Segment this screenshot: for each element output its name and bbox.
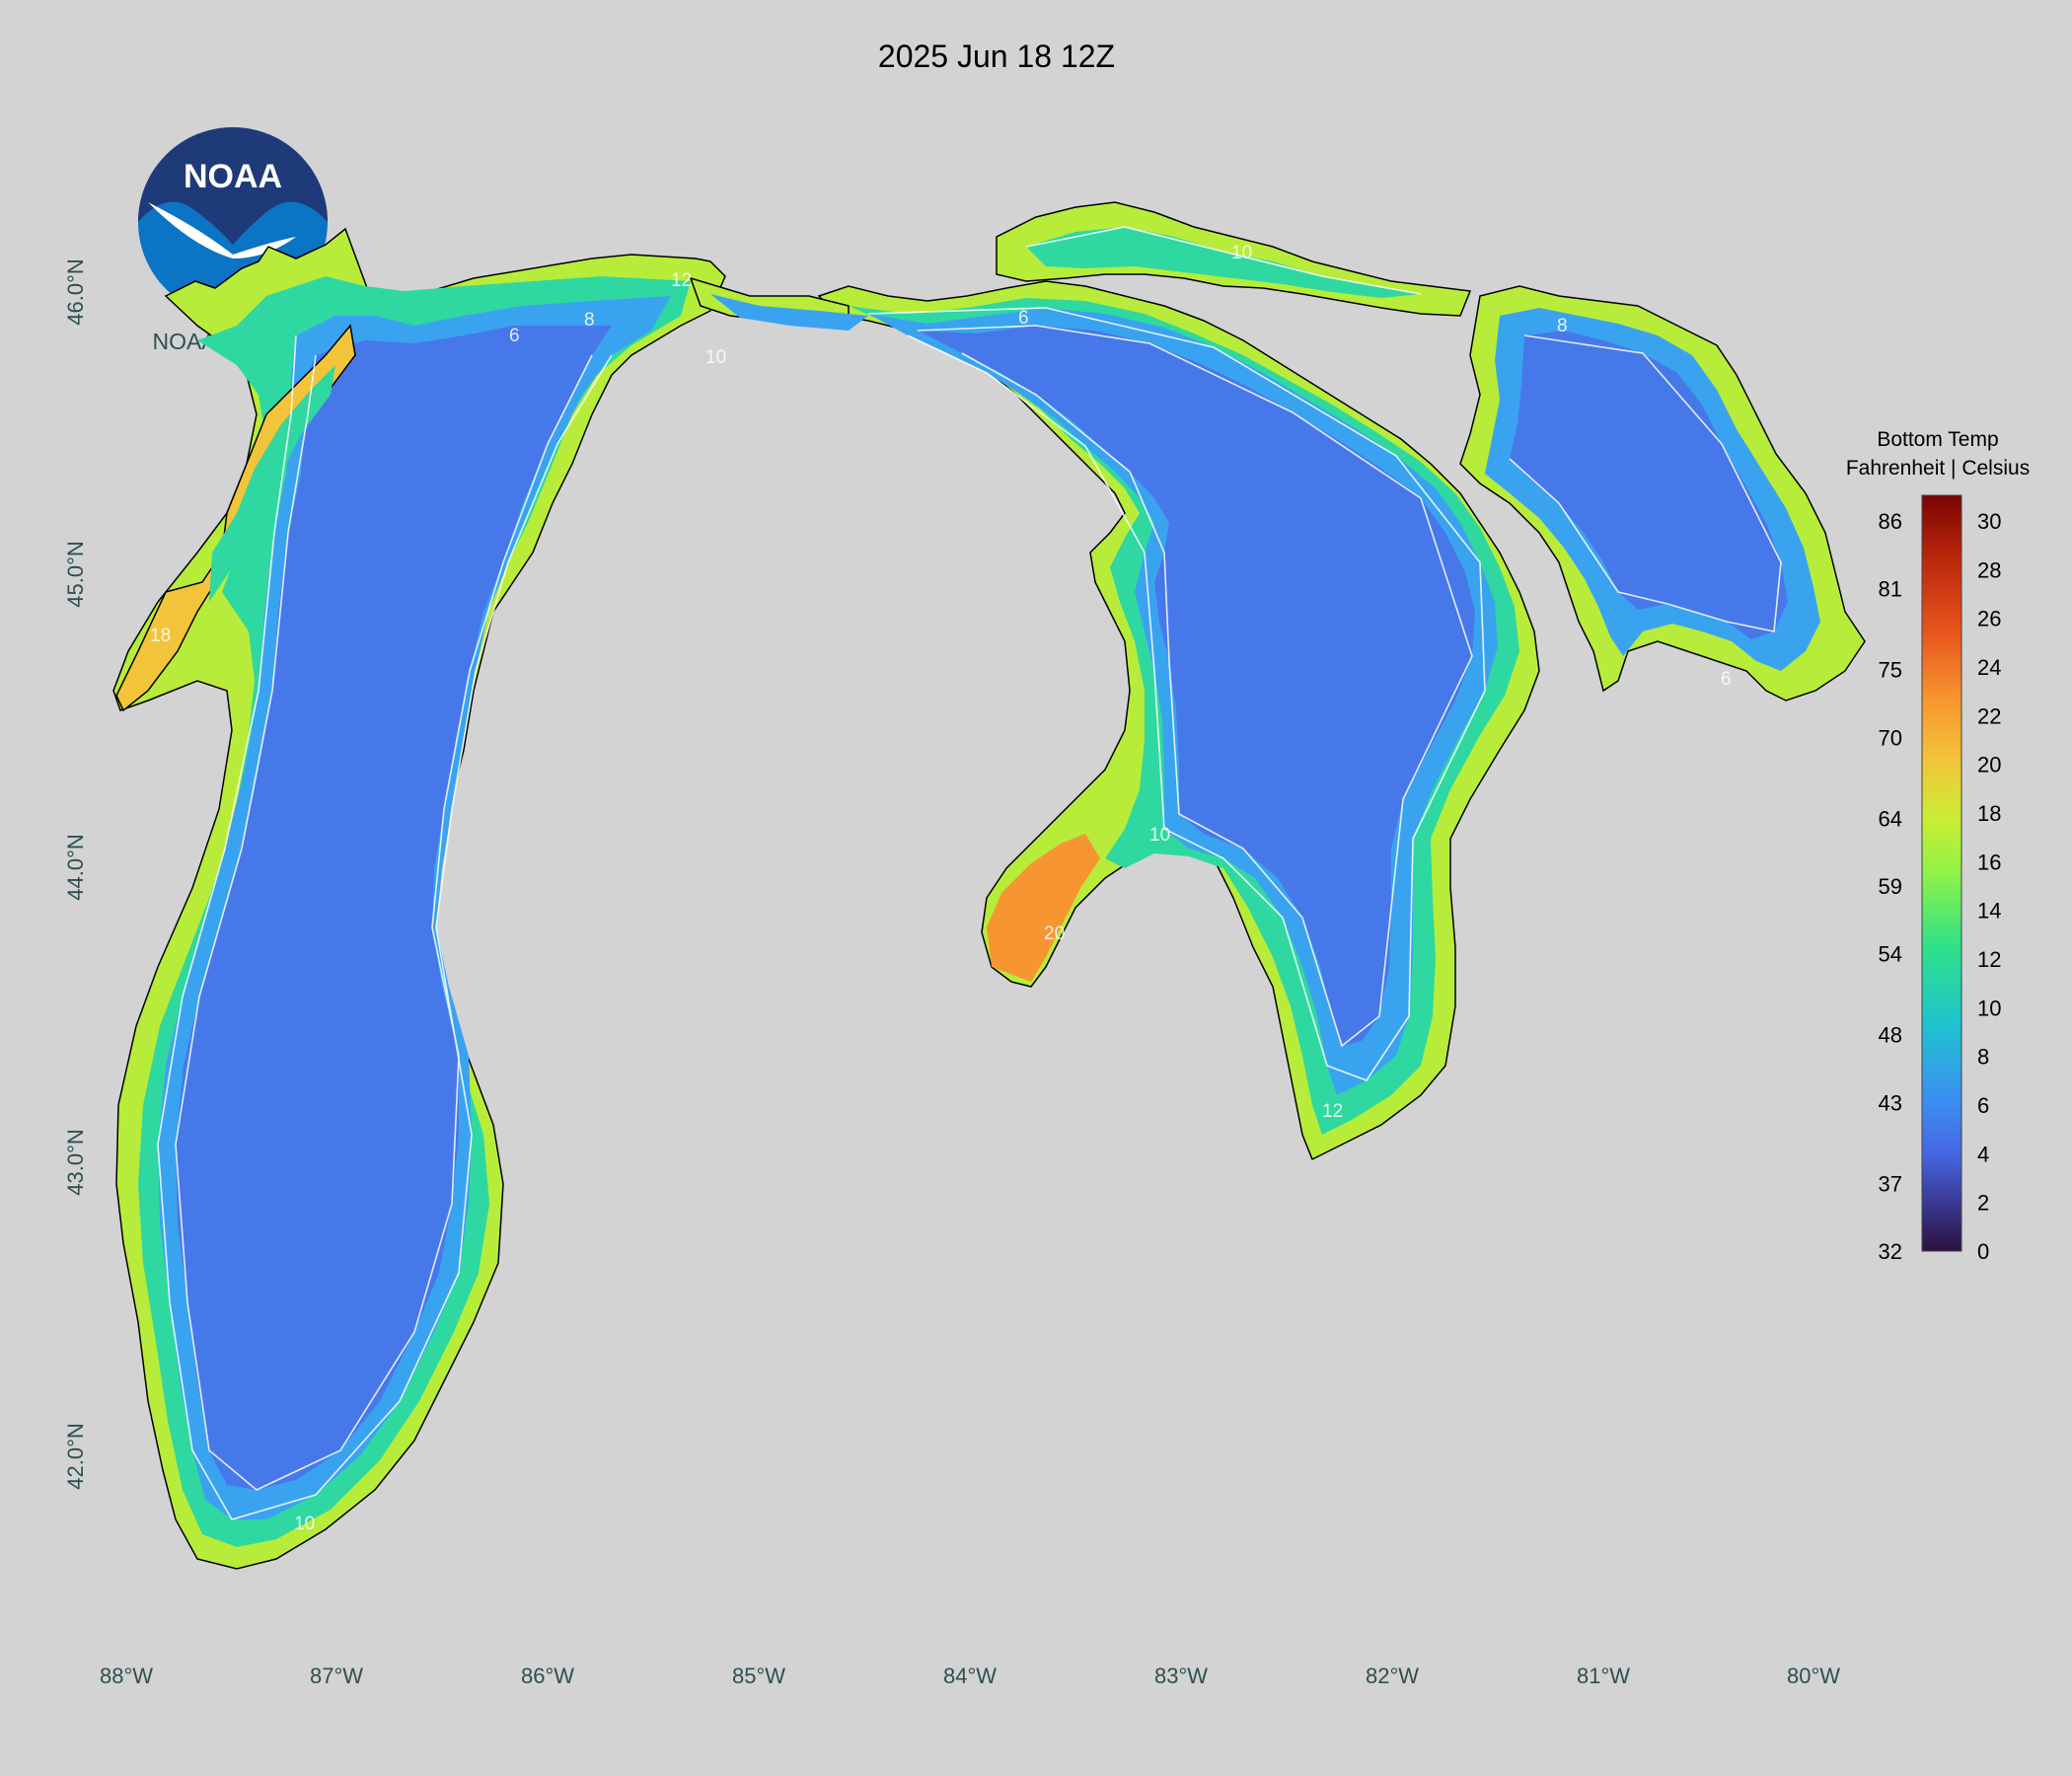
colorbar-celsius-label: 12 (1977, 947, 2001, 972)
colorbar-celsius-label: 16 (1977, 850, 2001, 874)
svg-text:10: 10 (1231, 243, 1252, 263)
colorbar-celsius-label: 24 (1977, 655, 2001, 680)
contour-lines (157, 226, 1782, 1520)
lat-tick: 45.0°N (63, 541, 88, 608)
colorbar-fahrenheit-label: 43 (1879, 1090, 1902, 1115)
lake-michigan (112, 227, 726, 1570)
colorbar-fahrenheit-label: 64 (1879, 806, 1902, 831)
lon-tick: 88°W (100, 1664, 153, 1688)
svg-text:6: 6 (509, 326, 520, 346)
colorbar-celsius-label: 6 (1977, 1093, 1989, 1118)
colorbar-celsius-label: 22 (1977, 703, 2001, 728)
colorbar-fahrenheit-label: 81 (1879, 577, 1902, 602)
colorbar-fahrenheit-label: 32 (1879, 1239, 1902, 1264)
lon-tick: 80°W (1787, 1664, 1840, 1688)
lat-tick: 44.0°N (63, 834, 88, 901)
svg-text:6: 6 (1018, 308, 1029, 329)
svg-text:12: 12 (1322, 1101, 1343, 1122)
colorbar-celsius-label: 26 (1977, 607, 2001, 631)
noaa-logo-text: NOAA (184, 158, 282, 195)
colorbar-celsius-label: 30 (1977, 509, 2001, 534)
colorbar-celsius-label: 14 (1977, 899, 2001, 924)
noaa-logo: NOAA (138, 127, 328, 317)
colorbar-celsius-label: 4 (1977, 1142, 1989, 1166)
lake-huron (817, 201, 1866, 1161)
colorbar-celsius-label: 8 (1977, 1045, 1989, 1070)
colorbar-celsius-label: 0 (1977, 1239, 1989, 1264)
longitude-axis: 88°W 87°W 86°W 85°W 84°W 83°W 82°W 81°W … (100, 1664, 1840, 1688)
lon-tick: 84°W (943, 1664, 997, 1688)
svg-text:12: 12 (671, 270, 692, 291)
colorbar-title: Bottom Temp (1877, 428, 1998, 451)
colorbar-fahrenheit-label: 48 (1879, 1023, 1902, 1048)
colorbar-fahrenheit-label: 37 (1879, 1171, 1902, 1196)
colorbar-celsius-label: 28 (1977, 557, 2001, 582)
svg-text:6: 6 (1721, 669, 1732, 690)
svg-text:10: 10 (705, 347, 726, 368)
lon-tick: 85°W (732, 1664, 785, 1688)
colorbar-fahrenheit-label: 70 (1879, 725, 1902, 750)
svg-text:18: 18 (150, 626, 171, 646)
colorbar-celsius-label: 18 (1977, 801, 2001, 826)
colorbar-fahrenheit-label: 59 (1879, 874, 1902, 899)
map-title: 2025 Jun 18 12Z (878, 38, 1115, 74)
svg-text:8: 8 (1557, 316, 1568, 336)
lat-tick: 43.0°N (63, 1129, 88, 1196)
lat-tick: 46.0°N (63, 259, 88, 326)
colorbar-gradient (1921, 494, 1962, 1252)
colorbar-celsius-label: 20 (1977, 753, 2001, 777)
svg-text:20: 20 (1044, 924, 1065, 944)
lon-tick: 82°W (1366, 1664, 1419, 1688)
lon-tick: 81°W (1577, 1664, 1630, 1688)
colorbar-fahrenheit-label: 86 (1879, 509, 1902, 534)
colorbar-celsius-label: 2 (1977, 1191, 1989, 1216)
colorbar: Bottom Temp Fahrenheit | Celsius 8681757… (1846, 428, 2030, 1264)
lon-tick: 86°W (521, 1664, 574, 1688)
lon-tick: 87°W (310, 1664, 363, 1688)
lat-tick: 42.0°N (63, 1423, 88, 1490)
colorbar-fahrenheit-label: 75 (1879, 658, 1902, 683)
svg-text:10: 10 (294, 1514, 315, 1534)
svg-text:10: 10 (1149, 825, 1170, 846)
contour-labels: 6 8 10 12 18 10 6 10 12 20 6 8 10 (150, 243, 1732, 1534)
latitude-axis: 46.0°N 45.0°N 44.0°N 43.0°N 42.0°N (63, 259, 88, 1490)
colorbar-celsius-label: 10 (1977, 996, 2001, 1020)
colorbar-fahrenheit-label: 54 (1879, 942, 1902, 967)
colorbar-subtitle: Fahrenheit | Celsius (1846, 457, 2030, 480)
svg-text:8: 8 (584, 310, 595, 331)
lon-tick: 83°W (1154, 1664, 1208, 1688)
